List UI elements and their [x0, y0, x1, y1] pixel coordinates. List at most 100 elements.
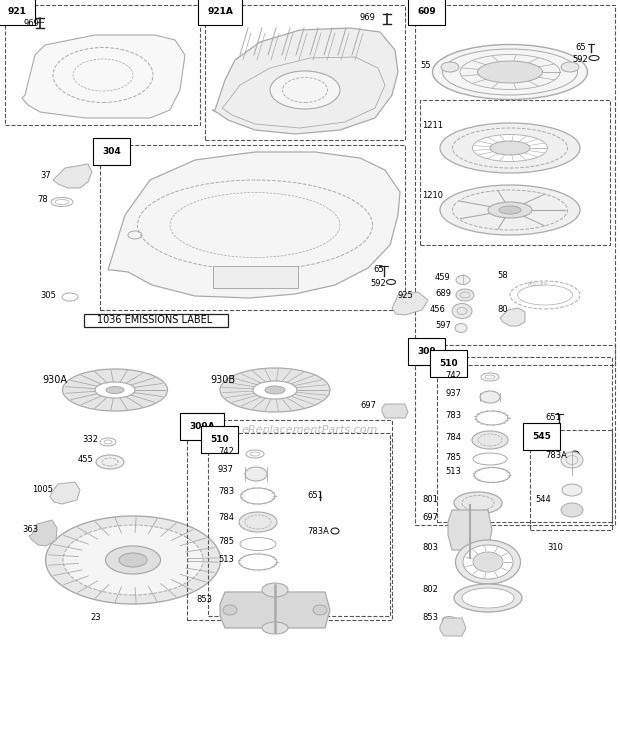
Polygon shape: [500, 308, 525, 326]
Text: 545: 545: [532, 432, 551, 441]
Text: 803: 803: [422, 544, 438, 553]
Text: 332: 332: [82, 435, 98, 444]
Polygon shape: [392, 292, 428, 315]
Text: 785: 785: [445, 452, 461, 461]
Ellipse shape: [455, 324, 467, 333]
Ellipse shape: [480, 391, 500, 403]
Text: 783: 783: [218, 487, 234, 496]
Text: 78: 78: [37, 196, 48, 205]
Polygon shape: [382, 404, 408, 418]
Bar: [437, 357, 612, 522]
Polygon shape: [50, 482, 80, 504]
Ellipse shape: [313, 605, 327, 615]
Text: 930B: 930B: [210, 375, 235, 385]
Text: 651: 651: [307, 492, 323, 501]
Text: 1210: 1210: [422, 190, 443, 199]
Ellipse shape: [265, 386, 285, 394]
Bar: [5, 5, 200, 125]
Text: 592: 592: [370, 280, 386, 289]
Bar: [84, 314, 228, 327]
Ellipse shape: [454, 584, 522, 612]
Ellipse shape: [262, 583, 288, 597]
Ellipse shape: [462, 588, 514, 608]
Text: 310: 310: [547, 544, 563, 553]
Text: 55: 55: [420, 60, 430, 69]
Text: 592: 592: [572, 56, 588, 65]
Ellipse shape: [433, 45, 588, 100]
Text: 510: 510: [210, 435, 229, 444]
Ellipse shape: [561, 503, 583, 517]
Polygon shape: [220, 592, 330, 628]
Polygon shape: [53, 164, 92, 188]
Text: 37: 37: [40, 170, 51, 179]
Text: 455: 455: [78, 455, 94, 464]
Text: 65: 65: [575, 43, 586, 53]
Text: 742: 742: [218, 447, 234, 457]
Ellipse shape: [45, 516, 221, 604]
Ellipse shape: [488, 202, 532, 218]
Ellipse shape: [105, 546, 161, 574]
Ellipse shape: [106, 386, 124, 394]
Ellipse shape: [561, 62, 579, 72]
Text: 853: 853: [422, 614, 438, 623]
Text: 456: 456: [430, 304, 446, 313]
Text: 930A: 930A: [42, 375, 67, 385]
Text: 925: 925: [398, 290, 414, 300]
Bar: [208, 433, 390, 616]
Bar: [415, 345, 615, 525]
Text: 802: 802: [422, 586, 438, 594]
Polygon shape: [29, 520, 57, 546]
Text: 742: 742: [445, 371, 461, 379]
Ellipse shape: [119, 553, 147, 567]
Text: 1005: 1005: [32, 486, 53, 495]
Text: 363: 363: [22, 525, 38, 534]
Ellipse shape: [245, 467, 267, 481]
Ellipse shape: [441, 62, 459, 72]
Text: 921A: 921A: [207, 7, 233, 16]
Ellipse shape: [63, 525, 203, 595]
Text: 697: 697: [422, 513, 438, 522]
Text: 801: 801: [422, 496, 438, 504]
Ellipse shape: [223, 605, 237, 615]
Ellipse shape: [220, 368, 330, 412]
Text: 969: 969: [23, 19, 39, 28]
Bar: [530, 430, 612, 530]
Ellipse shape: [463, 545, 513, 579]
Text: 921: 921: [7, 7, 26, 16]
Text: 651: 651: [545, 414, 561, 423]
Ellipse shape: [499, 206, 521, 214]
Ellipse shape: [472, 431, 508, 449]
Ellipse shape: [239, 512, 277, 532]
Text: 969: 969: [360, 13, 376, 22]
Text: 309A: 309A: [189, 422, 215, 431]
Text: 783: 783: [445, 411, 461, 420]
Bar: [100, 145, 405, 310]
Text: 597: 597: [435, 321, 451, 330]
Text: 784: 784: [218, 513, 234, 522]
Ellipse shape: [454, 492, 502, 514]
Text: 689: 689: [435, 289, 451, 298]
Text: 1211: 1211: [422, 121, 443, 129]
Text: 853: 853: [196, 595, 212, 604]
Ellipse shape: [253, 381, 297, 399]
Ellipse shape: [270, 71, 340, 109]
Text: 513: 513: [218, 554, 234, 563]
Text: eReplacementParts.com: eReplacementParts.com: [242, 425, 378, 435]
Ellipse shape: [472, 135, 547, 161]
Text: PULLEY: PULLEY: [527, 283, 547, 287]
Ellipse shape: [490, 141, 530, 155]
Text: 513: 513: [445, 467, 461, 476]
Text: 544: 544: [535, 496, 551, 504]
Text: 937: 937: [445, 388, 461, 397]
Text: 510: 510: [439, 359, 458, 368]
Ellipse shape: [561, 452, 583, 468]
Ellipse shape: [456, 289, 474, 301]
Text: 937: 937: [218, 466, 234, 475]
Text: 23: 23: [90, 614, 100, 623]
Ellipse shape: [440, 123, 580, 173]
Text: 697: 697: [360, 400, 376, 409]
Bar: [420, 100, 610, 245]
Ellipse shape: [477, 61, 542, 83]
Text: 784: 784: [445, 432, 461, 441]
Text: 783A: 783A: [307, 527, 329, 536]
